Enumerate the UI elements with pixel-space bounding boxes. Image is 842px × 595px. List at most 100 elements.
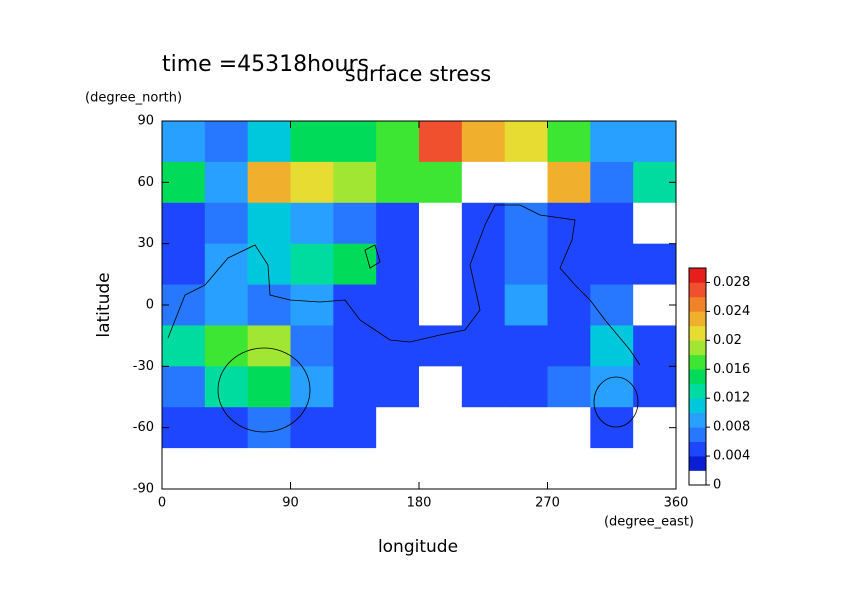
field-cell (376, 121, 420, 163)
field-cell (376, 284, 420, 326)
field-cell (419, 407, 463, 449)
colorbar-band (689, 340, 706, 356)
field-cell (204, 161, 249, 204)
field-cell (290, 243, 334, 286)
field-cell (333, 121, 377, 163)
colorbar-tick-label: 0 (713, 478, 721, 493)
field-cell (547, 202, 591, 245)
field-cell (162, 284, 206, 326)
field-cell (419, 366, 463, 408)
field-cell (419, 121, 463, 163)
field-cell (290, 202, 334, 245)
colorbar-band (689, 470, 706, 486)
field-cell (504, 202, 548, 245)
field-cell (333, 161, 377, 204)
field-cell (504, 121, 548, 163)
colorbar-band (689, 456, 706, 471)
field-cell (162, 121, 206, 163)
field-cell (247, 284, 291, 326)
field-cell (590, 448, 634, 489)
colorbar-tick-label: 0.028 (713, 275, 750, 290)
field-cell (590, 121, 634, 163)
colorbar: 0 0.004 0.008 0.012 0.016 0.02 0.024 0.028 (688, 267, 750, 493)
y-tick-label: 60 (137, 175, 154, 190)
colorbar-band (689, 296, 706, 312)
field-cell (461, 366, 506, 408)
coastline (593, 376, 639, 428)
field-cell (633, 325, 676, 367)
x-axis-label: longitude (378, 537, 458, 557)
field-cell (204, 121, 249, 163)
colorbar-tick-label: 0.024 (713, 304, 750, 319)
field-cell (633, 202, 676, 245)
x-tick-label: 270 (535, 496, 560, 511)
field-cell (461, 121, 506, 163)
field-cell (590, 243, 634, 286)
field-cell (290, 407, 334, 449)
field-cell (590, 366, 634, 408)
field-cell (162, 325, 206, 367)
field-cell (547, 161, 591, 204)
field (162, 121, 676, 489)
field-cell (504, 448, 548, 489)
field-cell (633, 366, 676, 408)
field-cell (547, 448, 591, 489)
y-tick-label: -90 (133, 482, 154, 497)
field-cell (590, 284, 634, 326)
field-cell (333, 202, 377, 245)
colorbar-tick-label: 0.02 (713, 333, 742, 348)
field-cell (247, 202, 291, 245)
field-cell (376, 366, 420, 408)
x-tick-label: 90 (282, 496, 299, 511)
colorbar-tick-label: 0.004 (713, 449, 750, 464)
field-cell (633, 161, 676, 204)
field-cell (590, 202, 634, 245)
field-cell (290, 366, 334, 408)
field-cell (461, 284, 506, 326)
field-cell (419, 284, 463, 326)
field-cell (504, 161, 548, 204)
field-cell (290, 448, 334, 489)
chart-title: surface stress (345, 62, 491, 86)
field-cell (461, 448, 506, 489)
colorbar-band (689, 282, 706, 298)
colorbar-tick-label: 0.016 (713, 362, 750, 377)
colorbar-band (689, 427, 706, 442)
field-cell (204, 202, 249, 245)
field-cell (504, 243, 548, 286)
field-cell (247, 243, 291, 286)
field-cell (504, 407, 548, 449)
field-cell (204, 284, 249, 326)
field-cell (419, 202, 463, 245)
y-tick-label: 90 (137, 114, 154, 129)
field-cell (162, 161, 206, 204)
field-cell (162, 366, 206, 408)
colorbar-band (689, 325, 706, 341)
colorbar-band (689, 311, 706, 327)
field-cell (461, 407, 506, 449)
coastline (217, 347, 311, 433)
field-cell (461, 202, 506, 245)
field-cell (376, 161, 420, 204)
colorbar-frame (688, 267, 707, 486)
field-cell (162, 448, 206, 489)
colorbar-band (689, 383, 706, 399)
y-tick-label: 0 (146, 298, 154, 313)
field-cell (504, 325, 548, 367)
field-cell (333, 407, 377, 449)
field-cell (333, 284, 377, 326)
field-cell (633, 243, 676, 286)
field-cell (204, 243, 249, 286)
field-cell (504, 366, 548, 408)
coastline (167, 204, 641, 366)
field-cell (547, 325, 591, 367)
colorbar-band (689, 412, 706, 428)
field-cell (247, 325, 291, 367)
field-cell (633, 407, 676, 449)
field-cell (204, 407, 249, 449)
field-cell (376, 448, 420, 489)
y-tick-label: -30 (133, 359, 154, 374)
field-cell (162, 407, 206, 449)
field-cell (333, 325, 377, 367)
